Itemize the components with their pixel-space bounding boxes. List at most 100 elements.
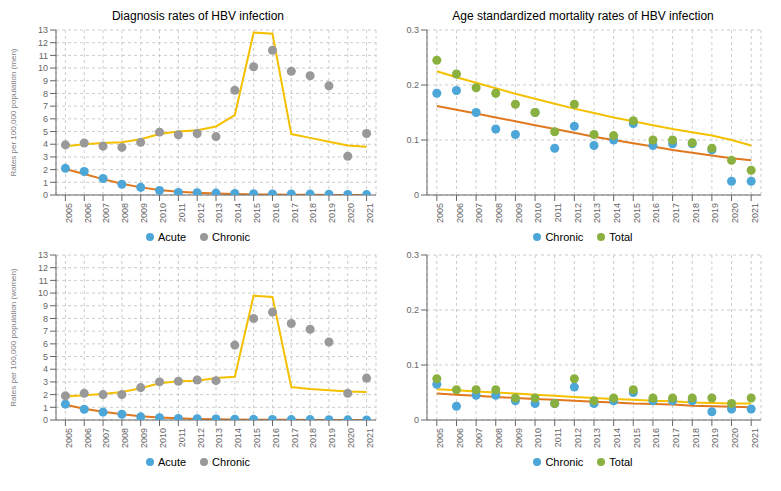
svg-text:12: 12	[38, 38, 48, 48]
svg-text:2019: 2019	[710, 203, 720, 223]
svg-text:2013: 2013	[592, 203, 602, 223]
svg-text:2009: 2009	[139, 428, 149, 448]
svg-text:2009: 2009	[514, 428, 524, 448]
svg-text:2010: 2010	[533, 203, 543, 223]
svg-text:2006: 2006	[83, 428, 93, 448]
svg-text:2019: 2019	[710, 428, 720, 448]
svg-text:8: 8	[43, 314, 48, 324]
svg-text:2014: 2014	[612, 428, 622, 448]
svg-text:2006: 2006	[83, 203, 93, 223]
svg-text:2012: 2012	[573, 203, 583, 223]
svg-text:2010: 2010	[158, 428, 168, 448]
svg-text:2014: 2014	[233, 203, 243, 223]
svg-text:11: 11	[39, 51, 48, 61]
svg-text:2008: 2008	[120, 203, 130, 223]
svg-text:2011: 2011	[177, 428, 187, 447]
svg-text:11: 11	[39, 276, 48, 286]
svg-text:2007: 2007	[475, 203, 485, 223]
svg-text:2016: 2016	[271, 203, 281, 223]
svg-text:2021: 2021	[365, 428, 375, 448]
svg-text:2019: 2019	[327, 203, 337, 223]
svg-text:2005: 2005	[435, 203, 445, 223]
svg-text:2018: 2018	[691, 428, 701, 448]
svg-text:2007: 2007	[475, 428, 485, 448]
svg-text:2018: 2018	[309, 203, 319, 223]
svg-text:2011: 2011	[553, 428, 563, 447]
svg-text:2007: 2007	[101, 203, 111, 223]
svg-text:2009: 2009	[139, 203, 149, 223]
svg-text:5: 5	[43, 127, 48, 137]
svg-text:2: 2	[43, 390, 48, 400]
svg-text:2017: 2017	[290, 428, 300, 448]
svg-text:2013: 2013	[214, 203, 224, 223]
svg-text:2007: 2007	[101, 428, 111, 448]
svg-text:2021: 2021	[750, 428, 760, 448]
svg-text:9: 9	[43, 76, 48, 86]
svg-text:7: 7	[43, 101, 48, 111]
svg-text:2016: 2016	[651, 203, 661, 223]
svg-text:5: 5	[43, 352, 48, 362]
svg-text:8: 8	[43, 89, 48, 99]
svg-text:2020: 2020	[346, 203, 356, 223]
svg-text:2012: 2012	[573, 428, 583, 448]
svg-text:10: 10	[38, 288, 48, 298]
svg-text:2010: 2010	[533, 428, 543, 448]
svg-text:12: 12	[38, 263, 48, 273]
svg-text:Rates per 100,000 population (: Rates per 100,000 population (women)	[9, 268, 18, 407]
svg-text:2005: 2005	[64, 428, 74, 448]
svg-text:2013: 2013	[214, 428, 224, 448]
svg-text:3: 3	[43, 377, 48, 387]
svg-text:4: 4	[43, 139, 48, 149]
svg-text:2019: 2019	[327, 428, 337, 448]
svg-text:9: 9	[43, 301, 48, 311]
svg-text:10: 10	[38, 63, 48, 73]
svg-text:2017: 2017	[671, 428, 681, 448]
svg-text:0: 0	[43, 190, 48, 200]
svg-text:2012: 2012	[196, 428, 206, 448]
svg-text:2020: 2020	[346, 428, 356, 448]
svg-text:2008: 2008	[494, 203, 504, 223]
svg-text:2005: 2005	[64, 203, 74, 223]
svg-text:2014: 2014	[612, 203, 622, 223]
svg-text:2016: 2016	[271, 428, 281, 448]
svg-text:0: 0	[414, 415, 419, 425]
svg-text:2020: 2020	[730, 428, 740, 448]
svg-text:2021: 2021	[750, 203, 760, 223]
svg-text:7: 7	[43, 326, 48, 336]
svg-text:2015: 2015	[252, 428, 262, 448]
svg-text:0.2: 0.2	[406, 305, 419, 315]
svg-text:2009: 2009	[514, 203, 524, 223]
svg-text:0.3: 0.3	[406, 250, 419, 260]
svg-text:13: 13	[38, 250, 48, 260]
svg-text:0.1: 0.1	[406, 135, 419, 145]
svg-text:2014: 2014	[233, 428, 243, 448]
svg-text:2005: 2005	[435, 428, 445, 448]
svg-text:2011: 2011	[177, 203, 187, 222]
svg-text:13: 13	[38, 25, 48, 35]
svg-text:2018: 2018	[309, 428, 319, 448]
svg-text:0: 0	[43, 415, 48, 425]
svg-text:0.3: 0.3	[406, 25, 419, 35]
svg-text:2010: 2010	[158, 203, 168, 223]
svg-text:4: 4	[43, 364, 48, 374]
svg-text:6: 6	[43, 339, 48, 349]
svg-text:2016: 2016	[651, 428, 661, 448]
svg-text:2008: 2008	[120, 428, 130, 448]
svg-text:0: 0	[414, 190, 419, 200]
svg-text:2012: 2012	[196, 203, 206, 223]
svg-text:2015: 2015	[252, 203, 262, 223]
svg-text:2021: 2021	[365, 203, 375, 223]
svg-text:3: 3	[43, 152, 48, 162]
svg-text:2018: 2018	[691, 203, 701, 223]
svg-text:2015: 2015	[632, 428, 642, 448]
svg-text:2006: 2006	[455, 203, 465, 223]
svg-text:2020: 2020	[730, 203, 740, 223]
svg-text:2008: 2008	[494, 428, 504, 448]
svg-text:Rates per 100,000 population (: Rates per 100,000 population (men)	[9, 48, 18, 176]
svg-text:1: 1	[43, 403, 48, 413]
svg-text:0.1: 0.1	[406, 360, 419, 370]
svg-text:0.2: 0.2	[406, 80, 419, 90]
svg-text:2: 2	[43, 165, 48, 175]
svg-text:2013: 2013	[592, 428, 602, 448]
svg-text:1: 1	[43, 178, 48, 188]
